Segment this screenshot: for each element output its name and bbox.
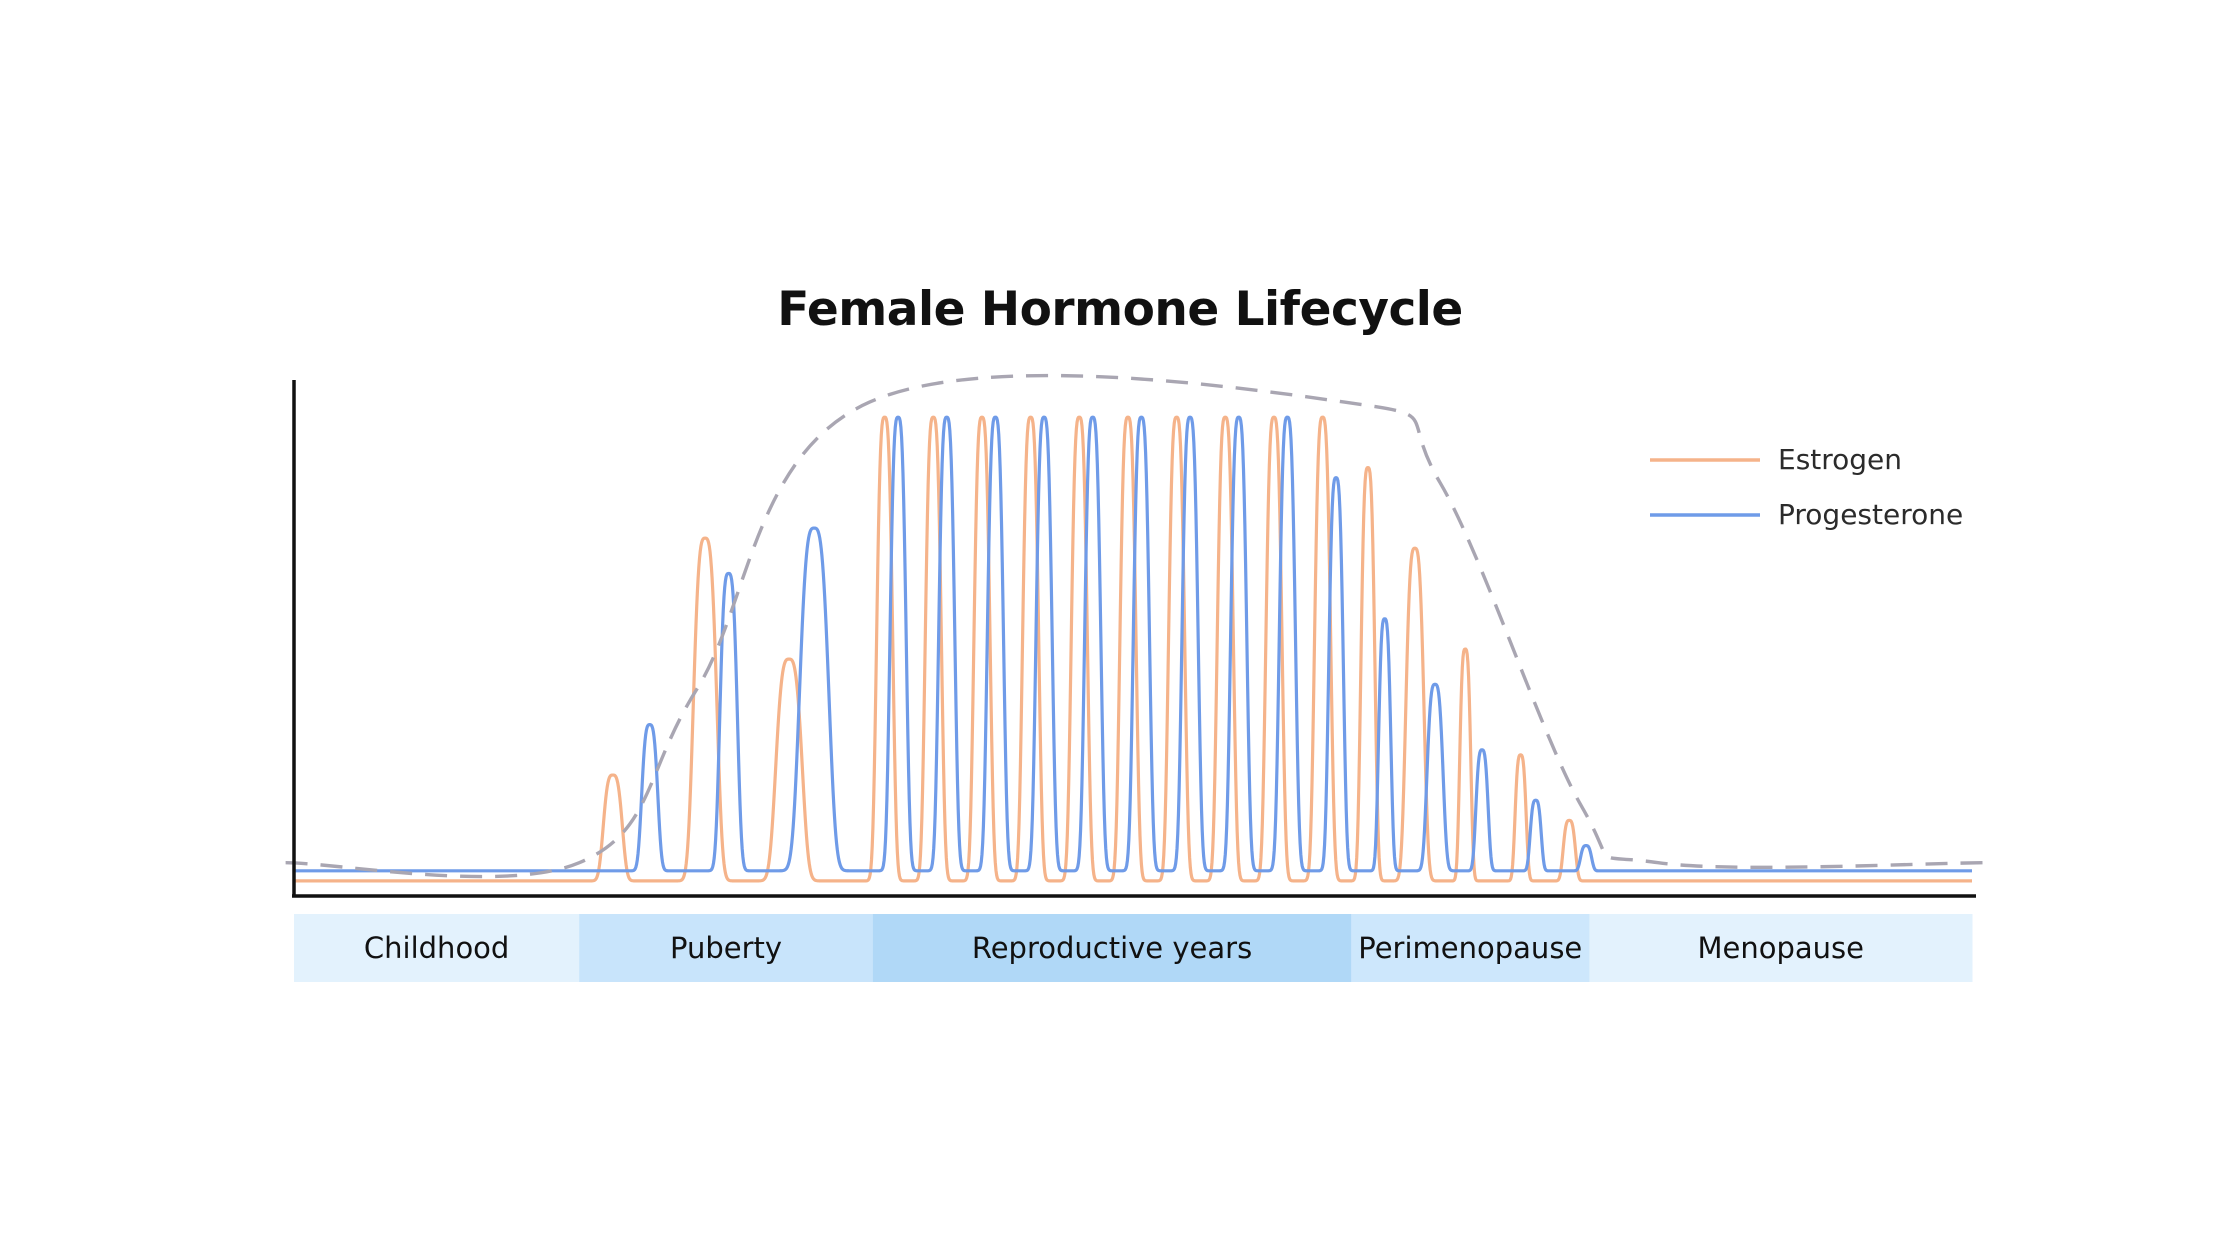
phase-label: Puberty: [670, 931, 782, 965]
phase-band: [872, 914, 1352, 982]
legend: Estrogen Progesterone: [1650, 443, 1963, 531]
estrogen-legend-label: Estrogen: [1778, 443, 1902, 476]
hormone-curves: [293, 415, 1973, 883]
phase-label: Menopause: [1697, 931, 1864, 965]
phase-band: [1589, 914, 1973, 982]
phase-bands: Childhood Puberty Reproductive years Perime…: [294, 914, 1973, 982]
progesterone-line: [293, 415, 1973, 873]
progesterone-legend-label: Progesterone: [1778, 498, 1963, 531]
phase-label: Reproductive years: [972, 931, 1252, 965]
estrogen-line: [293, 415, 1973, 883]
envelope-dashed-line: [285, 373, 1989, 879]
phase-band: [294, 914, 580, 982]
phase-label: Childhood: [364, 931, 509, 965]
chart-title: Female Hormone Lifecycle: [777, 282, 1463, 337]
phase-label: Perimenopause: [1358, 931, 1582, 965]
phase-band: [1351, 914, 1590, 982]
phase-band: [579, 914, 874, 982]
